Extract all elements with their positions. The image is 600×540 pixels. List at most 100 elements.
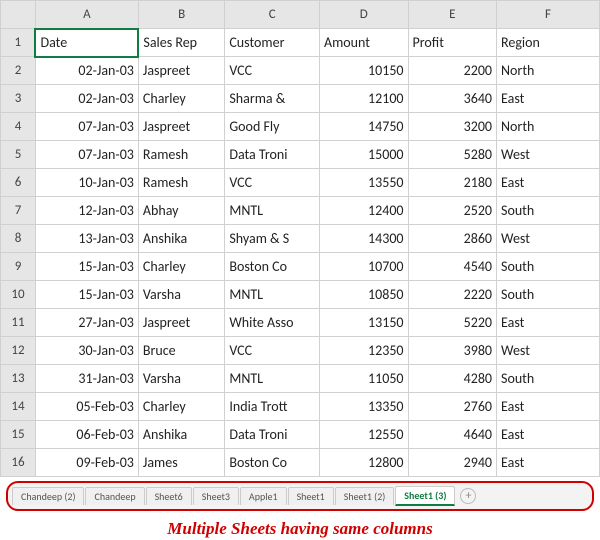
row-header-1[interactable]: 1 <box>1 29 36 57</box>
sheet-tab[interactable]: Chandeep <box>85 487 144 505</box>
cell[interactable]: 05-Feb-03 <box>35 393 138 421</box>
cell[interactable]: Anshika <box>138 225 224 253</box>
cell[interactable]: 2200 <box>408 57 497 85</box>
cell-B1[interactable]: Sales Rep <box>138 29 224 57</box>
select-all-corner[interactable] <box>1 1 36 29</box>
cell[interactable]: Boston Co <box>225 253 320 281</box>
cell[interactable]: Jaspreet <box>138 113 224 141</box>
cell[interactable]: 30-Jan-03 <box>35 337 138 365</box>
sheet-tab[interactable]: Sheet3 <box>193 487 239 505</box>
cell[interactable]: 31-Jan-03 <box>35 365 138 393</box>
cell[interactable]: 07-Jan-03 <box>35 141 138 169</box>
cell[interactable]: 13350 <box>320 393 409 421</box>
cell[interactable]: East <box>497 309 600 337</box>
cell[interactable]: Shyam & S <box>225 225 320 253</box>
cell[interactable]: 2220 <box>408 281 497 309</box>
cell[interactable]: MNTL <box>225 197 320 225</box>
cell[interactable]: Jaspreet <box>138 57 224 85</box>
sheet-tab[interactable]: Chandeep (2) <box>12 487 84 505</box>
cell[interactable]: VCC <box>225 337 320 365</box>
cell[interactable]: Ramesh <box>138 141 224 169</box>
cell[interactable]: 12800 <box>320 449 409 477</box>
cell[interactable]: Varsha <box>138 281 224 309</box>
cell[interactable]: MNTL <box>225 281 320 309</box>
cell-D1[interactable]: Amount <box>320 29 409 57</box>
cell[interactable]: 10700 <box>320 253 409 281</box>
cell[interactable]: Charley <box>138 85 224 113</box>
cell-F1[interactable]: Region <box>497 29 600 57</box>
cell[interactable]: East <box>497 393 600 421</box>
col-header-C[interactable]: C <box>225 1 320 29</box>
cell[interactable]: 10-Jan-03 <box>35 169 138 197</box>
cell[interactable]: 13-Jan-03 <box>35 225 138 253</box>
row-header[interactable]: 2 <box>1 57 36 85</box>
cell[interactable]: White Asso <box>225 309 320 337</box>
cell[interactable]: 12350 <box>320 337 409 365</box>
cell[interactable]: East <box>497 169 600 197</box>
cell[interactable]: 14750 <box>320 113 409 141</box>
add-sheet-button[interactable]: + <box>460 488 476 504</box>
cell[interactable]: 11050 <box>320 365 409 393</box>
row-header[interactable]: 8 <box>1 225 36 253</box>
row-header[interactable]: 3 <box>1 85 36 113</box>
cell[interactable]: 4280 <box>408 365 497 393</box>
col-header-E[interactable]: E <box>408 1 497 29</box>
cell[interactable]: Charley <box>138 393 224 421</box>
cell[interactable]: Bruce <box>138 337 224 365</box>
row-header[interactable]: 15 <box>1 421 36 449</box>
cell[interactable]: 09-Feb-03 <box>35 449 138 477</box>
cell[interactable]: South <box>497 365 600 393</box>
cell[interactable]: India Trott <box>225 393 320 421</box>
cell[interactable]: 2940 <box>408 449 497 477</box>
sheet-tab[interactable]: Sheet1 (3) <box>395 486 455 506</box>
cell[interactable]: 12550 <box>320 421 409 449</box>
cell[interactable]: West <box>497 141 600 169</box>
col-header-F[interactable]: F <box>497 1 600 29</box>
row-header[interactable]: 11 <box>1 309 36 337</box>
cell[interactable]: 5220 <box>408 309 497 337</box>
cell[interactable]: 13150 <box>320 309 409 337</box>
cell[interactable]: 02-Jan-03 <box>35 57 138 85</box>
cell[interactable]: 15-Jan-03 <box>35 253 138 281</box>
cell[interactable]: Sharma & <box>225 85 320 113</box>
cell[interactable]: 4640 <box>408 421 497 449</box>
cell[interactable]: North <box>497 57 600 85</box>
cell[interactable]: Good Fly <box>225 113 320 141</box>
cell[interactable]: East <box>497 421 600 449</box>
cell[interactable]: East <box>497 449 600 477</box>
cell[interactable]: 10850 <box>320 281 409 309</box>
row-header[interactable]: 9 <box>1 253 36 281</box>
cell[interactable]: 15000 <box>320 141 409 169</box>
cell[interactable]: 13550 <box>320 169 409 197</box>
cell[interactable]: 2520 <box>408 197 497 225</box>
row-header[interactable]: 6 <box>1 169 36 197</box>
cell[interactable]: Ramesh <box>138 169 224 197</box>
sheet-tab[interactable]: Sheet1 (2) <box>335 487 395 505</box>
cell-C1[interactable]: Customer <box>225 29 320 57</box>
cell[interactable]: 06-Feb-03 <box>35 421 138 449</box>
cell[interactable]: 3200 <box>408 113 497 141</box>
cell[interactable]: Charley <box>138 253 224 281</box>
sheet-tab[interactable]: Apple1 <box>240 487 287 505</box>
cell[interactable]: Data Troni <box>225 421 320 449</box>
row-header[interactable]: 14 <box>1 393 36 421</box>
worksheet-grid[interactable]: A B C D E F 1 Date Sales Rep Customer Am… <box>0 0 600 477</box>
cell-E1[interactable]: Profit <box>408 29 497 57</box>
cell[interactable]: South <box>497 197 600 225</box>
cell[interactable]: Boston Co <box>225 449 320 477</box>
cell[interactable]: Data Troni <box>225 141 320 169</box>
cell[interactable]: 2760 <box>408 393 497 421</box>
sheet-tab[interactable]: Sheet6 <box>146 487 192 505</box>
row-header[interactable]: 4 <box>1 113 36 141</box>
cell[interactable]: VCC <box>225 57 320 85</box>
row-header[interactable]: 16 <box>1 449 36 477</box>
cell[interactable]: 3980 <box>408 337 497 365</box>
cell[interactable]: 14300 <box>320 225 409 253</box>
row-header[interactable]: 7 <box>1 197 36 225</box>
cell[interactable]: 2180 <box>408 169 497 197</box>
row-header[interactable]: 5 <box>1 141 36 169</box>
col-header-D[interactable]: D <box>320 1 409 29</box>
cell[interactable]: 2860 <box>408 225 497 253</box>
cell[interactable]: 12100 <box>320 85 409 113</box>
cell-A1[interactable]: Date <box>35 29 138 57</box>
